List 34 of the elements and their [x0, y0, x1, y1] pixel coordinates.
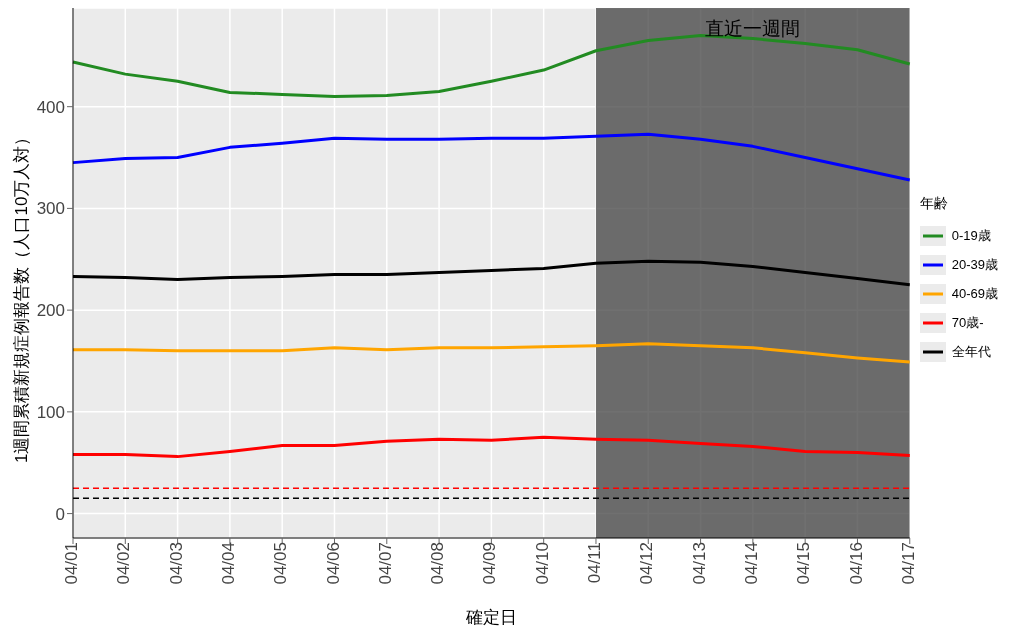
x-tick-label: 04/02 [114, 542, 134, 585]
x-axis-title: 確定日 [464, 608, 517, 627]
x-tick-label: 04/14 [741, 542, 761, 585]
legend-label: 20-39歳 [951, 255, 998, 274]
y-tick-label: 400 [36, 97, 65, 117]
line-series [71, 132, 912, 182]
legend-label: 40-69歳 [951, 284, 998, 303]
y-axis-title: 1週間累積新規症例報告数（人口10万人対） [12, 128, 32, 463]
y-tick-label: 0 [55, 504, 65, 524]
x-tick-label: 04/09 [480, 542, 500, 585]
x-tick-label: 04/12 [637, 542, 657, 585]
legend-label: 70歳- [951, 313, 984, 332]
x-tick-label: 04/17 [898, 542, 918, 585]
legend-label: 0-19歳 [951, 226, 991, 245]
x-tick-label: 04/06 [323, 542, 343, 585]
x-tick-label: 04/11 [585, 542, 605, 584]
x-tick-label: 04/04 [218, 542, 238, 585]
x-tick-label: 04/05 [271, 542, 291, 585]
y-tick-label: 300 [36, 199, 65, 219]
line-series [71, 435, 912, 459]
x-tick-label: 04/01 [62, 542, 82, 585]
x-tick-label: 04/15 [794, 542, 814, 585]
x-tick-label: 04/03 [166, 542, 186, 585]
x-tick-label: 04/10 [532, 542, 552, 585]
line-series [71, 342, 912, 364]
x-tick-label: 04/16 [846, 542, 866, 585]
legend-title: 年齢 [919, 195, 949, 213]
legend-label: 全年代 [951, 342, 991, 361]
x-tick-label: 04/13 [689, 542, 709, 585]
x-tick-label: 04/08 [428, 542, 448, 585]
y-tick-label: 200 [36, 301, 65, 321]
band-label: 直近一週間 [705, 18, 801, 40]
x-tick-label: 04/07 [375, 542, 395, 585]
y-tick-label: 100 [36, 402, 65, 422]
